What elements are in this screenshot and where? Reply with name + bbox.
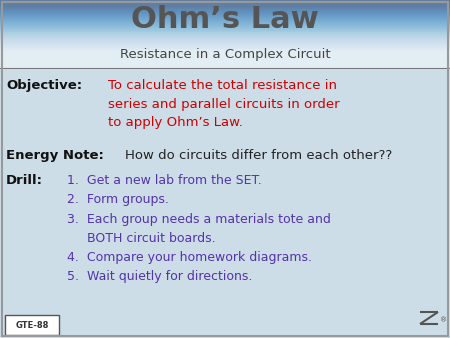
Text: How do circuits differ from each other??: How do circuits differ from each other?? (125, 149, 392, 162)
Text: 1.  Get a new lab from the SET.
2.  Form groups.
3.  Each group needs a material: 1. Get a new lab from the SET. 2. Form g… (67, 174, 331, 283)
Text: Drill:: Drill: (6, 174, 43, 187)
Text: Energy Note:: Energy Note: (6, 149, 104, 162)
Text: ®: ® (440, 317, 447, 323)
Text: Resistance in a Complex Circuit: Resistance in a Complex Circuit (120, 48, 330, 61)
Text: Ohm’s Law: Ohm’s Law (131, 5, 319, 34)
Text: To calculate the total resistance in
series and parallel circuits in order
to ap: To calculate the total resistance in ser… (108, 79, 340, 129)
Text: GTE-88: GTE-88 (15, 320, 49, 330)
FancyBboxPatch shape (5, 315, 59, 335)
Text: Objective:: Objective: (6, 79, 82, 92)
